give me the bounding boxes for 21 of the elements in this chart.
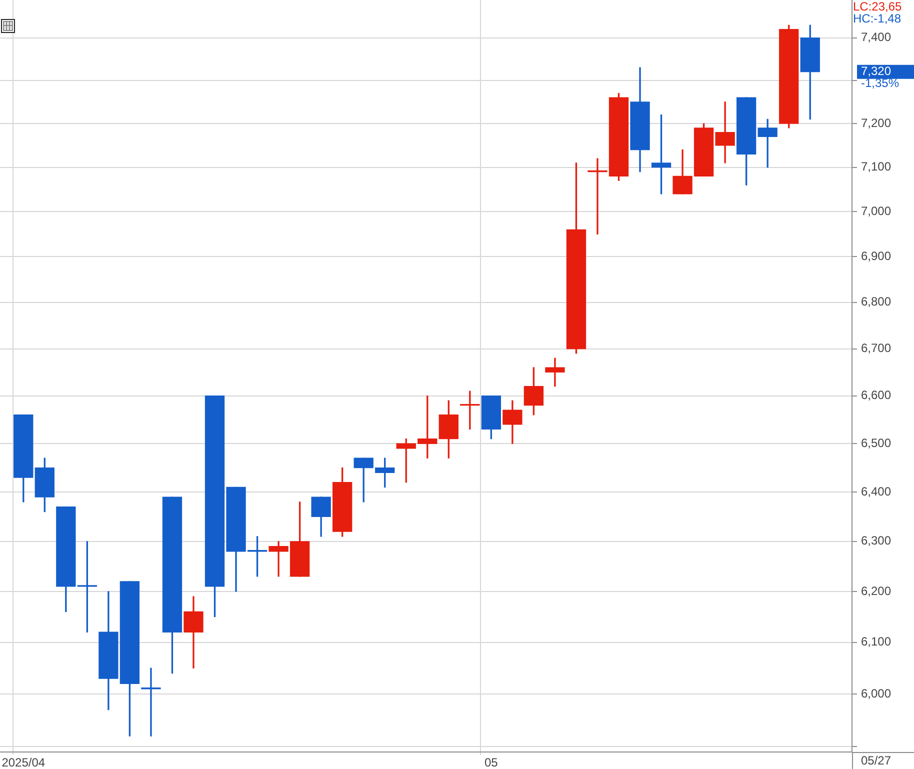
text: HC:-1,48: [853, 11, 902, 26]
y-tick-label: 7,000: [861, 204, 892, 218]
y-tick-label: 7,200: [861, 116, 892, 130]
text: -1,35%: [861, 76, 900, 90]
y-tick-label: 6,700: [861, 341, 892, 356]
y-tick-label: 7,400: [861, 30, 892, 44]
y-tick-label: 6,900: [861, 249, 892, 264]
text: 7,320: [861, 64, 892, 78]
x-tick-label: 2025/04: [2, 756, 46, 769]
y-tick-label: 7,100: [861, 160, 892, 174]
y-tick-label: 6,300: [861, 534, 892, 548]
y-tick-label: 6,800: [861, 294, 892, 309]
x-tick-label: 05: [484, 756, 498, 769]
y-tick-label: 6,400: [861, 484, 892, 498]
y-tick-label: 6,500: [861, 436, 892, 450]
y-tick-label: 6,600: [861, 388, 892, 402]
text: LC:23,65: [853, 0, 902, 14]
y-tick-label: 6,200: [861, 584, 892, 598]
y-tick-label: 6,000: [861, 686, 892, 700]
y-tick-label: 6,100: [861, 634, 892, 649]
text: 05/27: [861, 753, 892, 768]
